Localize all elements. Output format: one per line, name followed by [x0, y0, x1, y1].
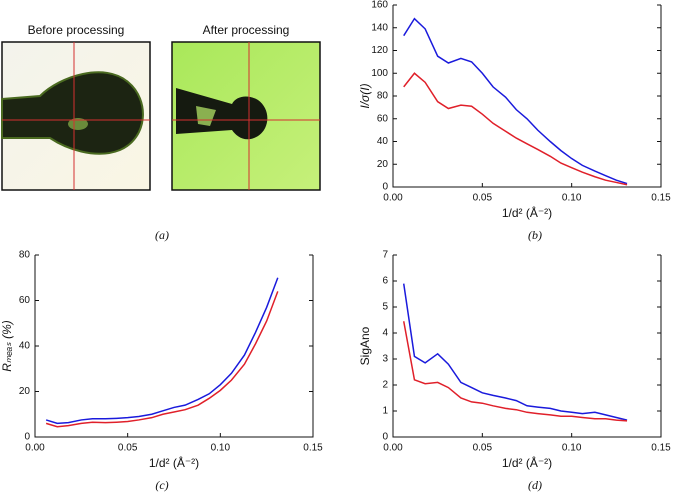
y-tick-label: 20	[19, 386, 31, 397]
y-tick-label: 160	[371, 0, 388, 11]
axis-frame	[392, 255, 662, 438]
axis-frame	[34, 255, 314, 438]
x-tick-label: 0.10	[211, 443, 231, 454]
x-tick-label: 0.10	[562, 193, 582, 204]
before-image	[1, 41, 151, 191]
y-tick-label: 140	[371, 22, 388, 33]
y-tick-label: 2	[382, 380, 388, 391]
after-label: After processing	[203, 23, 290, 37]
y-tick-label: 40	[377, 136, 389, 147]
before-label: Before processing	[28, 23, 125, 37]
y-tick-label: 5	[382, 302, 388, 313]
caption: (d)	[528, 478, 542, 492]
y-tick-label: 80	[19, 250, 31, 261]
caption: (c)	[155, 478, 168, 492]
y-tick-label: 4	[382, 328, 388, 339]
y-tick-label: 0	[24, 432, 30, 443]
x-axis-label: 1/d² (Å⁻²)	[149, 455, 199, 470]
x-axis-label: 1/d² (Å⁻²)	[502, 205, 552, 220]
x-tick-label: 0.15	[303, 443, 323, 454]
y-tick-label: 1	[382, 406, 388, 417]
series-line	[45, 277, 279, 425]
y-tick-label: 6	[382, 276, 388, 287]
y-tick-label: 100	[371, 68, 388, 79]
y-tick-label: 120	[371, 45, 388, 56]
x-tick-label: 0.05	[118, 443, 138, 454]
y-axis-label: Rₘₑₐₛ (%)	[0, 320, 14, 372]
y-tick-label: 40	[19, 341, 31, 352]
x-tick-label: 0.00	[383, 443, 403, 454]
series-line	[403, 17, 628, 185]
x-tick-label: 0.15	[651, 193, 671, 204]
x-tick-label: 0.10	[562, 443, 582, 454]
y-axis-label: I/σ(I)	[358, 83, 372, 108]
series-line	[403, 72, 628, 186]
x-axis-label: 1/d² (Å⁻²)	[502, 455, 552, 470]
y-tick-label: 7	[382, 250, 388, 261]
caption: (a)	[155, 228, 169, 242]
y-tick-label: 20	[377, 159, 389, 170]
after-image	[171, 41, 321, 191]
y-tick-label: 0	[382, 432, 388, 443]
caption: (b)	[528, 228, 542, 242]
x-tick-label: 0.05	[473, 443, 493, 454]
series-line	[45, 291, 279, 428]
y-tick-label: 60	[377, 113, 389, 124]
x-tick-label: 0.15	[651, 443, 671, 454]
series-line	[402, 283, 628, 421]
y-tick-label: 60	[19, 295, 31, 306]
x-tick-label: 0.05	[473, 193, 493, 204]
x-tick-label: 0.00	[383, 193, 403, 204]
x-tick-label: 0.00	[25, 443, 45, 454]
y-tick-label: 0	[382, 182, 388, 193]
series-line	[402, 321, 628, 422]
y-axis-label: SigAno	[358, 326, 372, 365]
y-tick-label: 3	[382, 354, 388, 365]
y-tick-label: 80	[377, 91, 389, 102]
